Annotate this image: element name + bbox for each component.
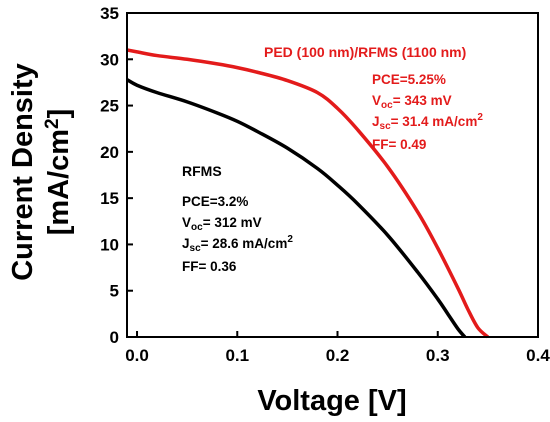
- y-tick-label: 0: [110, 328, 119, 347]
- rfms-pce: PCE=3.2%: [182, 194, 248, 209]
- y-tick-label: 30: [100, 50, 119, 69]
- ped-rfms-ff: FF= 0.49: [372, 137, 426, 152]
- rfms-voc: Voc= 312 mV: [182, 215, 262, 233]
- y-tick-label: 15: [100, 189, 119, 208]
- y-axis-title: Current Density [mA/cm2]: [7, 63, 75, 281]
- y-axis-title-line2: [mA/cm2]: [42, 109, 75, 236]
- y-tick-label: 5: [110, 282, 119, 301]
- x-tick-label: 0.1: [225, 346, 249, 365]
- annotation-ped-rfms: PED (100 nm)/RFMS (1100 nm) PCE=5.25% Vo…: [264, 44, 483, 152]
- ped-rfms-pce: PCE=5.25%: [372, 72, 446, 87]
- legend-label-rfms: RFMS: [182, 163, 222, 179]
- ped-rfms-jsc: Jsc= 31.4 mA/cm2: [372, 112, 483, 132]
- y-axis-title-line1: Current Density: [7, 63, 39, 281]
- annotation-rfms: RFMS PCE=3.2% Voc= 312 mV Jsc= 28.6 mA/c…: [182, 163, 293, 274]
- x-tick-label: 0.2: [326, 346, 350, 365]
- x-axis-title: Voltage [V]: [257, 385, 406, 417]
- legend-label-ped-rfms: PED (100 nm)/RFMS (1100 nm): [264, 44, 466, 60]
- x-tick-label: 0.0: [125, 346, 149, 365]
- plot-frame: [126, 12, 539, 338]
- ped-rfms-voc: Voc= 343 mV: [372, 93, 452, 111]
- x-tick-label: 0.3: [426, 346, 450, 365]
- series-line-ped-rfms: [126, 48, 490, 339]
- x-tick-label: 0.4: [526, 346, 550, 365]
- y-tick-label: 20: [100, 143, 119, 162]
- y-tick-label: 25: [100, 97, 119, 116]
- y-tick-label: 35: [100, 4, 119, 23]
- y-tick-label: 10: [100, 235, 119, 254]
- rfms-jsc: Jsc= 28.6 mA/cm2: [182, 234, 293, 254]
- series-line-rfms: [126, 78, 467, 339]
- rfms-ff: FF= 0.36: [182, 259, 237, 274]
